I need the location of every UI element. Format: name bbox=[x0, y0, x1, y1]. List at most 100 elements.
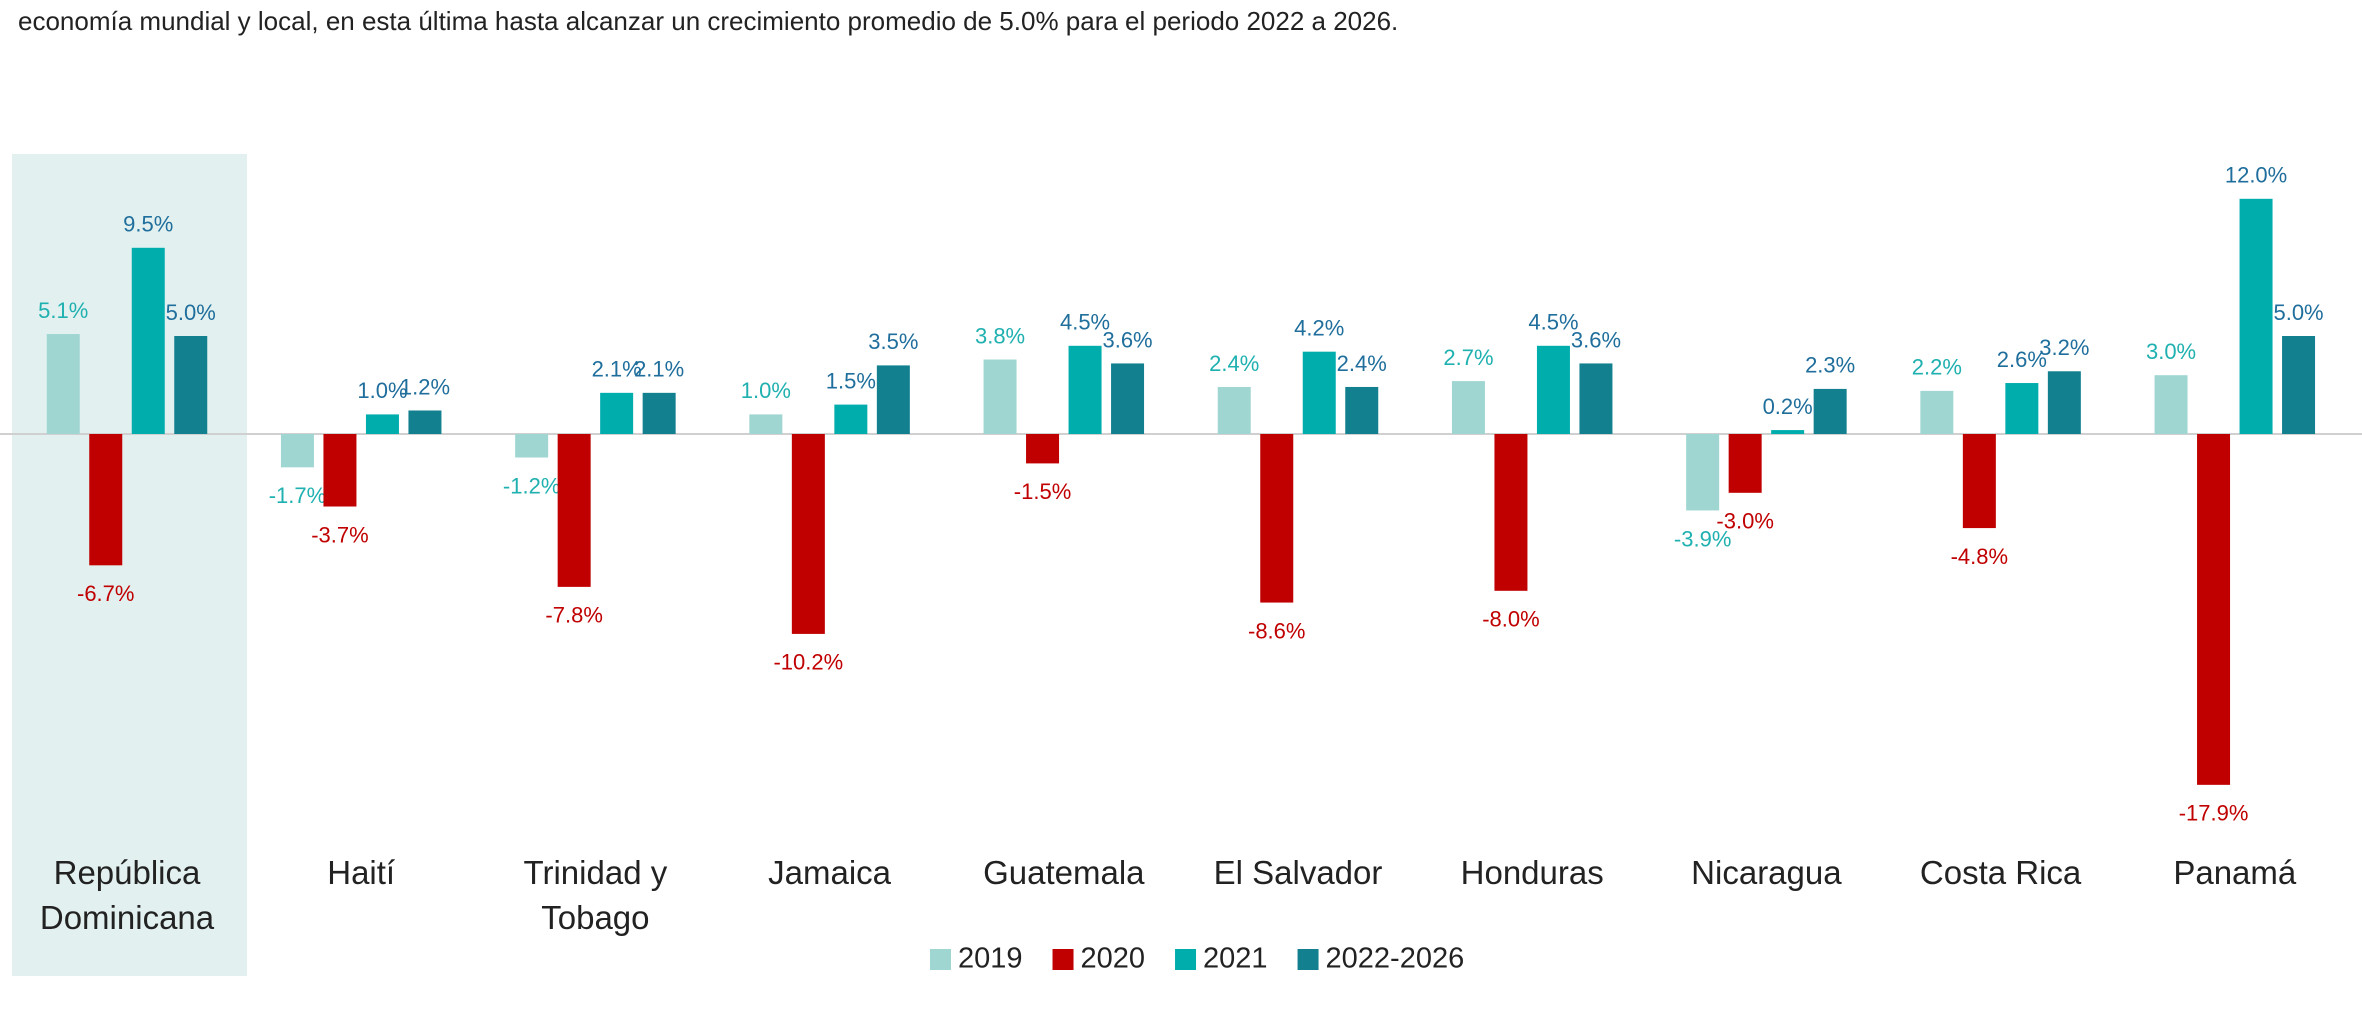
bar bbox=[131, 247, 165, 434]
legend-label: 2019 bbox=[958, 943, 1023, 975]
value-label: -10.2% bbox=[773, 650, 843, 675]
category-label: República Dominicana bbox=[39, 854, 215, 936]
value-label: 4.2% bbox=[1294, 315, 1344, 340]
value-label: 5.0% bbox=[2273, 300, 2323, 325]
bar bbox=[876, 365, 910, 434]
highlight-band bbox=[12, 154, 247, 976]
bar bbox=[2282, 336, 2316, 434]
value-label: -8.6% bbox=[1248, 618, 1305, 643]
bar bbox=[2239, 198, 2273, 434]
legend-swatch bbox=[930, 949, 951, 970]
value-label: -17.9% bbox=[2179, 801, 2249, 826]
bar bbox=[1302, 351, 1336, 434]
value-label: -3.9% bbox=[1674, 526, 1731, 551]
value-label: 2.3% bbox=[1805, 353, 1855, 378]
value-label: 1.0% bbox=[741, 378, 791, 403]
value-label: 1.2% bbox=[400, 374, 450, 399]
bar bbox=[515, 434, 549, 458]
subtitle: economía mundial y local, en esta última… bbox=[18, 6, 1399, 36]
value-label: 3.6% bbox=[1571, 327, 1621, 352]
bar bbox=[600, 392, 634, 434]
bar bbox=[1068, 345, 1102, 434]
bar bbox=[46, 334, 80, 434]
value-label: 1.0% bbox=[357, 378, 407, 403]
bar bbox=[834, 404, 868, 434]
bar bbox=[1962, 434, 1996, 529]
legend-swatch bbox=[1297, 949, 1319, 970]
bar bbox=[2047, 371, 2081, 434]
bar bbox=[1536, 345, 1570, 434]
bar bbox=[1260, 434, 1294, 603]
bar bbox=[89, 434, 123, 566]
value-label: 5.1% bbox=[38, 298, 88, 323]
bar bbox=[174, 336, 208, 434]
value-label: 2.4% bbox=[1209, 351, 1259, 376]
bar bbox=[557, 434, 591, 587]
bar bbox=[791, 434, 825, 634]
bar bbox=[1494, 434, 1528, 591]
category-label: Haití bbox=[327, 854, 396, 891]
bar bbox=[2197, 434, 2231, 785]
value-label: 9.5% bbox=[123, 212, 173, 237]
value-label: 3.2% bbox=[2039, 335, 2089, 360]
value-label: -1.5% bbox=[1014, 479, 1071, 504]
bar bbox=[1728, 434, 1762, 493]
value-label: -1.7% bbox=[269, 483, 326, 508]
value-label: -4.8% bbox=[1951, 544, 2008, 569]
legend-swatch bbox=[1175, 949, 1197, 970]
value-label: 3.5% bbox=[868, 329, 918, 354]
value-label: 2.1% bbox=[592, 357, 642, 382]
value-label: 2.6% bbox=[1997, 347, 2047, 372]
value-label: -3.7% bbox=[311, 522, 368, 547]
value-label: -6.7% bbox=[77, 581, 134, 606]
category-label: Costa Rica bbox=[1919, 854, 2082, 891]
bar bbox=[642, 392, 676, 434]
legend-label: 2022-2026 bbox=[1326, 943, 1465, 975]
bar bbox=[1813, 388, 1847, 434]
bar bbox=[2154, 375, 2188, 434]
value-label: 4.5% bbox=[1528, 310, 1578, 335]
legend-label: 2020 bbox=[1081, 943, 1146, 975]
value-label: 4.5% bbox=[1060, 310, 1110, 335]
category-label: Nicaragua bbox=[1691, 854, 1842, 891]
bar bbox=[280, 434, 314, 468]
value-label: 3.8% bbox=[975, 323, 1025, 348]
bar bbox=[1686, 434, 1720, 511]
value-label: -1.2% bbox=[503, 473, 560, 498]
value-label: 2.7% bbox=[1443, 345, 1493, 370]
category-label: Honduras bbox=[1460, 854, 1604, 891]
bar bbox=[408, 410, 442, 434]
bar bbox=[1217, 386, 1251, 434]
bar bbox=[2005, 383, 2039, 434]
value-label: 3.0% bbox=[2146, 339, 2196, 364]
bar bbox=[365, 414, 399, 434]
bar bbox=[1579, 363, 1613, 434]
value-label: 3.6% bbox=[1102, 327, 1152, 352]
bar bbox=[1111, 363, 1145, 434]
bar bbox=[983, 359, 1017, 434]
bar bbox=[1345, 386, 1379, 434]
category-label: El Salvador bbox=[1213, 854, 1383, 891]
value-label: 2.2% bbox=[1912, 355, 1962, 380]
bar bbox=[1771, 430, 1805, 434]
value-label: 1.5% bbox=[826, 368, 876, 393]
bar bbox=[1026, 434, 1060, 464]
bar bbox=[323, 434, 357, 507]
category-label: Guatemala bbox=[983, 854, 1145, 891]
value-label: 2.4% bbox=[1337, 351, 1387, 376]
category-label: Jamaica bbox=[768, 854, 892, 891]
legend-label: 2021 bbox=[1203, 943, 1268, 975]
category-label: Panamá bbox=[2173, 854, 2297, 891]
category-label: Trinidad y Tobago bbox=[523, 854, 668, 936]
value-label: 12.0% bbox=[2225, 163, 2287, 188]
bar bbox=[1451, 381, 1485, 434]
value-label: -3.0% bbox=[1716, 509, 1773, 534]
value-label: -7.8% bbox=[545, 603, 602, 628]
value-label: 0.2% bbox=[1763, 394, 1813, 419]
value-label: -8.0% bbox=[1482, 607, 1539, 632]
legend-swatch bbox=[1052, 949, 1074, 970]
bar bbox=[749, 414, 783, 434]
value-label: 5.0% bbox=[166, 300, 216, 325]
